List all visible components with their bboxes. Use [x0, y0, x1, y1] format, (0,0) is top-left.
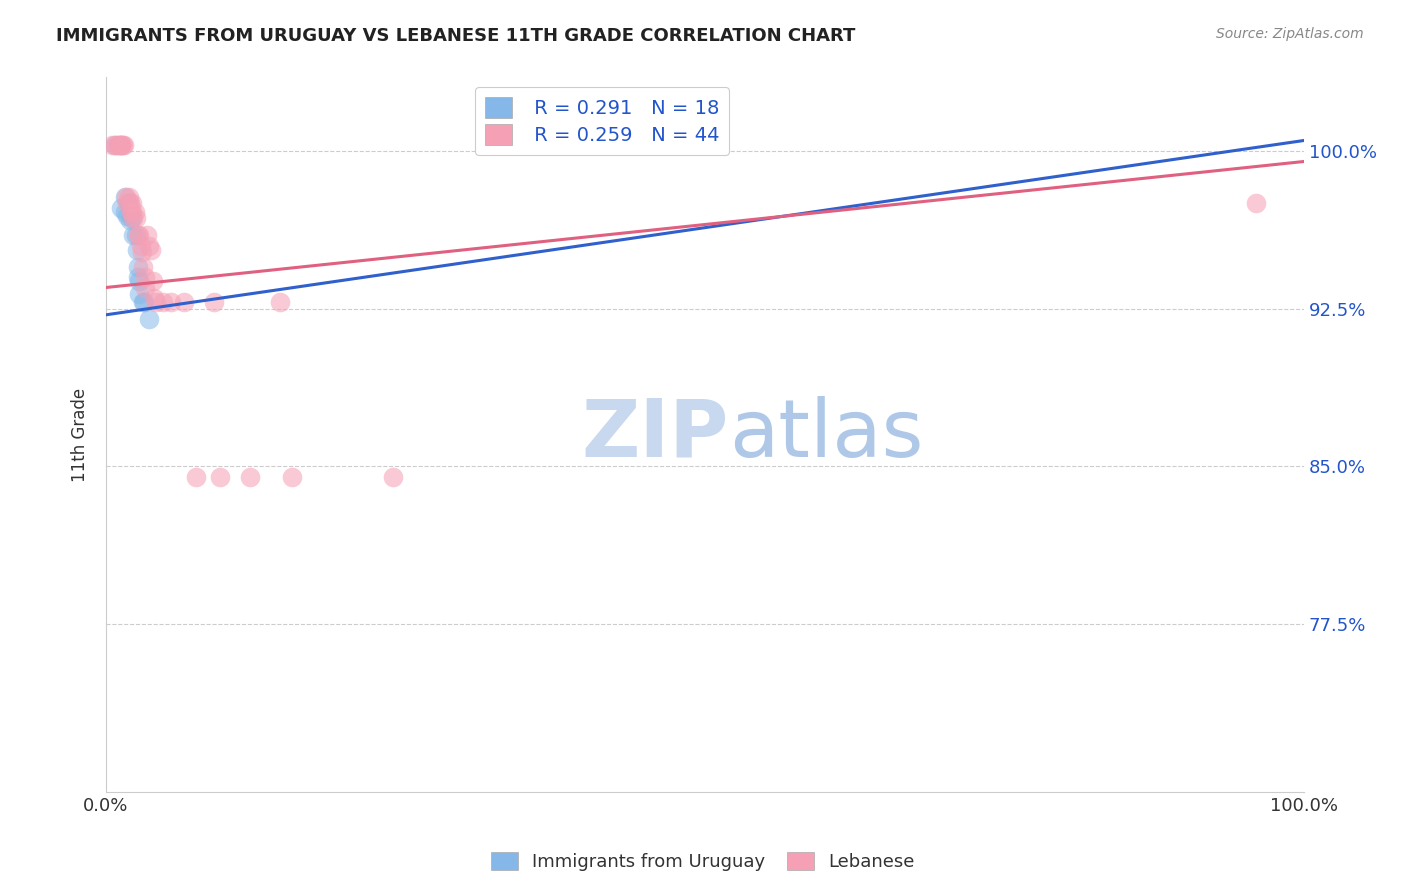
Point — [173, 295, 195, 310]
Point — [127, 270, 149, 285]
Point — [110, 137, 132, 152]
Y-axis label: 11th Grade: 11th Grade — [72, 387, 89, 482]
Point — [118, 196, 141, 211]
Point — [138, 312, 160, 326]
Point — [138, 238, 160, 252]
Point — [107, 137, 129, 152]
Point — [208, 469, 231, 483]
Point — [107, 137, 129, 152]
Point — [134, 280, 156, 294]
Point — [118, 190, 141, 204]
Point — [104, 137, 127, 152]
Point — [135, 227, 157, 242]
Text: atlas: atlas — [728, 395, 924, 474]
Point — [152, 295, 174, 310]
Point — [145, 295, 167, 310]
Point — [118, 196, 141, 211]
Point — [121, 196, 143, 211]
Point — [112, 137, 135, 152]
Point — [142, 274, 165, 288]
Point — [118, 213, 141, 227]
Point — [134, 270, 156, 285]
Point — [101, 137, 124, 152]
Point — [110, 201, 132, 215]
Point — [117, 196, 139, 211]
Point — [114, 205, 136, 219]
Point — [110, 137, 132, 152]
Point — [142, 291, 165, 305]
Point — [269, 295, 291, 310]
Point — [202, 295, 225, 310]
Text: Source: ZipAtlas.com: Source: ZipAtlas.com — [1216, 27, 1364, 41]
Point — [122, 211, 145, 226]
Point — [125, 227, 148, 242]
Point — [382, 469, 405, 483]
Point — [104, 137, 127, 152]
Point — [127, 227, 149, 242]
Point — [1244, 196, 1267, 211]
Point — [141, 243, 163, 257]
Text: IMMIGRANTS FROM URUGUAY VS LEBANESE 11TH GRADE CORRELATION CHART: IMMIGRANTS FROM URUGUAY VS LEBANESE 11TH… — [56, 27, 856, 45]
Point — [129, 238, 152, 252]
Point — [125, 243, 148, 257]
Point — [121, 205, 143, 219]
Point — [127, 260, 149, 274]
Legend: Immigrants from Uruguay, Lebanese: Immigrants from Uruguay, Lebanese — [484, 845, 922, 879]
Legend:  R = 0.291   N = 18,  R = 0.259   N = 44: R = 0.291 N = 18, R = 0.259 N = 44 — [475, 87, 728, 155]
Point — [134, 295, 156, 310]
Point — [122, 227, 145, 242]
Point — [115, 190, 138, 204]
Point — [110, 137, 132, 152]
Point — [110, 137, 132, 152]
Point — [120, 205, 142, 219]
Point — [125, 211, 148, 226]
Point — [117, 209, 139, 223]
Point — [111, 137, 134, 152]
Point — [128, 227, 150, 242]
Point — [184, 469, 207, 483]
Point — [128, 274, 150, 288]
Point — [121, 211, 143, 226]
Point — [124, 205, 146, 219]
Point — [128, 286, 150, 301]
Point — [280, 469, 302, 483]
Point — [114, 190, 136, 204]
Text: ZIP: ZIP — [582, 395, 728, 474]
Point — [132, 295, 155, 310]
Point — [159, 295, 181, 310]
Point — [132, 260, 155, 274]
Point — [239, 469, 262, 483]
Point — [131, 244, 153, 259]
